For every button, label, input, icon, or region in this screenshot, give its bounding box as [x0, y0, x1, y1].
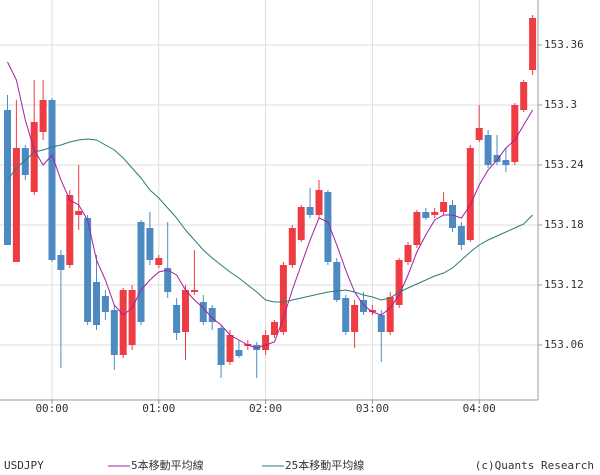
y-tick-label: 153.3 — [544, 98, 577, 111]
candle-body — [57, 255, 65, 270]
candle-body — [333, 262, 341, 300]
candle-body — [324, 192, 332, 262]
candle-body — [377, 315, 385, 332]
candle-body — [235, 350, 243, 356]
candle-body — [351, 305, 359, 332]
candle-body — [422, 212, 430, 218]
candle-body — [12, 148, 20, 262]
candle-body — [208, 308, 216, 322]
candle-body — [529, 18, 537, 70]
candle-body — [182, 290, 189, 332]
candle-body — [386, 297, 394, 332]
candle-body — [342, 298, 350, 332]
candle-body — [128, 290, 136, 345]
candle-body — [164, 268, 172, 292]
candle-body — [119, 290, 127, 355]
candle-body — [306, 207, 314, 215]
ma-line — [7, 138, 533, 303]
candle-body — [440, 202, 448, 212]
candle-body — [217, 328, 225, 365]
candle-body — [466, 148, 474, 240]
y-tick-label: 153.06 — [544, 338, 584, 351]
candle-body — [39, 100, 47, 132]
candle-body — [199, 302, 207, 322]
candle-body — [146, 228, 154, 260]
plot-area — [0, 0, 538, 400]
x-tick-label: 02:00 — [249, 402, 282, 415]
candle-body — [431, 212, 439, 215]
candle-body — [4, 110, 11, 245]
ma-line — [7, 61, 534, 349]
candle-body — [66, 195, 74, 265]
candle-body — [288, 228, 296, 265]
candle-body — [368, 310, 376, 312]
y-tick-label: 153.12 — [544, 278, 584, 291]
legend-label: 5本移動平均線 — [131, 458, 204, 472]
candle-body — [493, 155, 501, 162]
symbol-label: USDJPY — [4, 459, 44, 472]
candle-body — [262, 335, 270, 350]
x-tick-label: 04:00 — [463, 402, 496, 415]
credit: (c)Quants Research — [475, 459, 594, 472]
candle-body — [484, 135, 492, 165]
candle-body — [404, 245, 412, 262]
candle-body — [511, 105, 519, 162]
x-tick-label: 00:00 — [35, 402, 68, 415]
candle-body — [502, 160, 510, 165]
candle-body — [84, 218, 92, 322]
candle-body — [226, 335, 234, 362]
candle-body — [413, 212, 421, 245]
candle-body — [48, 100, 56, 260]
candle-body — [360, 300, 367, 312]
candle-body — [137, 222, 145, 322]
candle-body — [101, 296, 109, 312]
y-tick-label: 153.24 — [544, 158, 584, 171]
candle-body — [173, 305, 181, 333]
candle-body — [110, 310, 118, 355]
candle-body — [30, 122, 38, 192]
candle-body — [21, 148, 29, 175]
candle-body — [155, 258, 163, 265]
candle-body — [279, 265, 287, 332]
x-tick-label: 03:00 — [356, 402, 389, 415]
candle-body — [93, 282, 100, 325]
candle-body — [395, 260, 403, 305]
y-tick-label: 153.36 — [544, 38, 584, 51]
candle-body — [475, 128, 483, 140]
legend-label: 25本移動平均線 — [285, 458, 364, 472]
candle-body — [190, 290, 198, 292]
candle-body — [297, 207, 305, 240]
candle-body — [75, 211, 83, 215]
candle-body — [520, 82, 528, 110]
candle-body — [449, 205, 456, 228]
x-tick-label: 01:00 — [142, 402, 175, 415]
candle-body — [271, 322, 278, 335]
candle-body — [457, 226, 465, 245]
candle-body — [315, 190, 323, 215]
y-tick-label: 153.18 — [544, 218, 584, 231]
